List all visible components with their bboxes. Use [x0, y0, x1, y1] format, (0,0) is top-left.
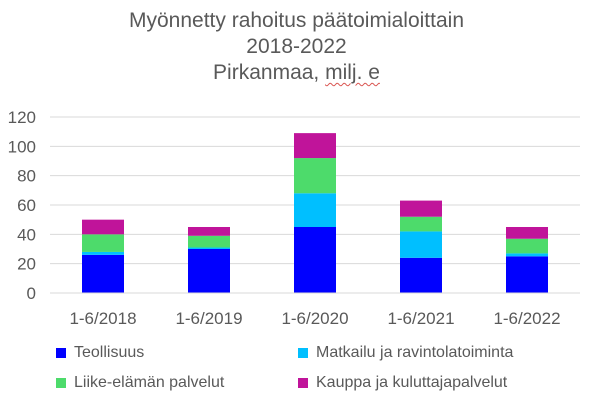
x-tick-label-0: 1-6/2018 [69, 309, 136, 328]
x-tick-label-3: 1-6/2021 [387, 309, 454, 328]
bar-1-6/2021-series-1 [400, 231, 442, 258]
bar-1-6/2021-series-3 [400, 200, 442, 217]
bar-1-6/2020-series-3 [294, 133, 336, 159]
title-line-2: 2018-2022 [246, 35, 347, 58]
legend-label-kauppa: Kauppa ja kuluttajapalvelut [316, 374, 508, 391]
bar-1-6/2018-series-0 [82, 254, 124, 293]
legend-swatch-kauppa [298, 378, 308, 388]
x-tick-label-1: 1-6/2019 [175, 309, 242, 328]
legend-item-kauppa: Kauppa ja kuluttajapalvelut [298, 374, 507, 392]
bar-1-6/2018-series-3 [82, 219, 124, 235]
y-tick-label-20: 20 [17, 255, 36, 274]
y-tick-label-0: 0 [27, 284, 36, 303]
legend: Teollisuus Matkailu ja ravintolatoimintа… [0, 340, 593, 400]
y-tick-label-120: 120 [8, 108, 36, 127]
y-tick-label-40: 40 [17, 225, 36, 244]
y-tick-label-100: 100 [8, 137, 36, 156]
bar-1-6/2018-series-1 [82, 251, 124, 255]
bar-1-6/2020-series-0 [294, 227, 336, 293]
bar-1-6/2021-series-0 [400, 257, 442, 293]
legend-swatch-teollisuus [56, 348, 66, 358]
chart-title: Myönnetty rahoitus päätoimialoittain 201… [0, 8, 593, 86]
bar-1-6/2021-series-2 [400, 216, 442, 232]
legend-label-matkailu: Matkailu ja ravintolatoimintа [316, 344, 514, 361]
bar-1-6/2020-series-2 [294, 158, 336, 194]
legend-label-teollisuus: Teollisuus [74, 344, 145, 361]
title-line-1: Myönnetty rahoitus päätoimialoittain [128, 9, 464, 32]
legend-item-matkailu: Matkailu ja ravintolatoimintа [298, 344, 513, 362]
bar-1-6/2019-series-0 [188, 249, 230, 293]
bar-1-6/2019-series-2 [188, 235, 230, 248]
bar-1-6/2018-series-2 [82, 234, 124, 252]
bar-1-6/2019-series-1 [188, 247, 230, 249]
bar-chart: 0 20 40 60 80 100 120 1-6/2018 1-6/2019 1-6/2020 1… [8, 108, 580, 328]
title-line-3: Pirkanmaa, milj. e [0, 60, 593, 86]
y-tick-label-60: 60 [17, 196, 36, 215]
bar-1-6/2022-series-1 [506, 253, 548, 257]
legend-item-teollisuus: Teollisuus [56, 344, 144, 362]
x-tick-label-4: 1-6/2022 [493, 309, 560, 328]
legend-swatch-matkailu [298, 348, 308, 358]
title-line-3-text: Pirkanmaa, [213, 61, 326, 84]
legend-swatch-liike-elaman [56, 378, 66, 388]
x-tick-label-2: 1-6/2020 [281, 309, 348, 328]
title-unit: milj. e [325, 61, 380, 84]
legend-item-liike-elaman: Liike-elämän palvelut [56, 374, 224, 392]
bar-1-6/2020-series-1 [294, 193, 336, 227]
bar-1-6/2022-series-3 [506, 227, 548, 239]
legend-label-liike-elaman: Liike-elämän palvelut [74, 374, 225, 391]
bar-1-6/2019-series-3 [188, 227, 230, 236]
bar-1-6/2022-series-2 [506, 238, 548, 254]
bar-1-6/2022-series-0 [506, 256, 548, 293]
y-tick-label-80: 80 [17, 167, 36, 186]
